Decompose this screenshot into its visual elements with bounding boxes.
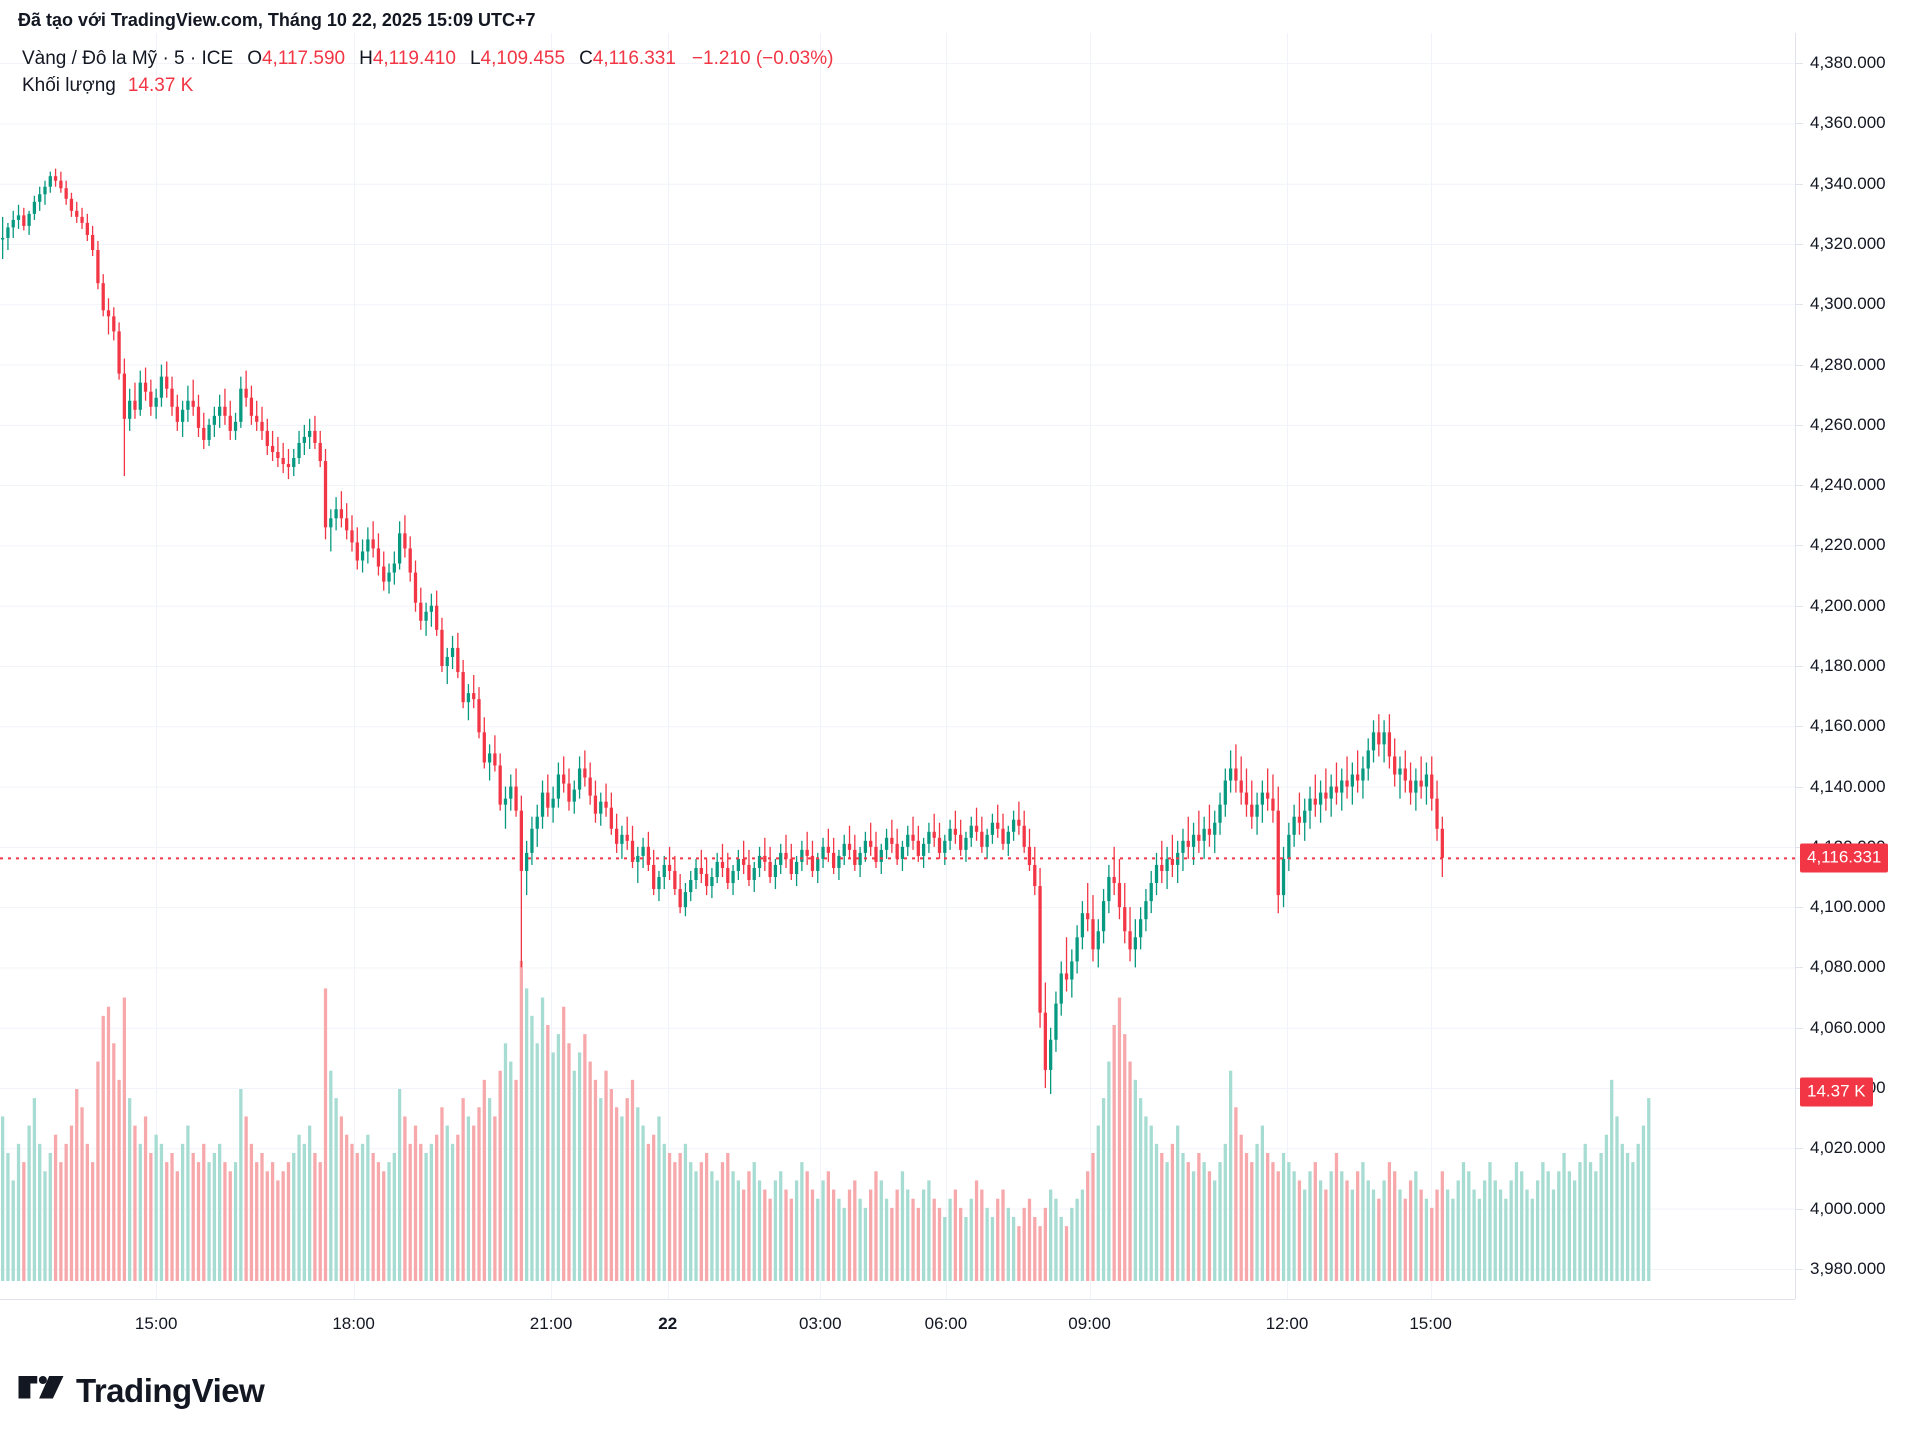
- time-axis-tick: 15:00: [1409, 1314, 1452, 1333]
- price-axis-tick-mark: [1796, 1088, 1803, 1089]
- price-axis-tick: 4,220.000: [1810, 535, 1886, 555]
- current-volume-badge[interactable]: 14.37 K: [1800, 1077, 1873, 1107]
- price-axis-tick: 4,100.000: [1810, 897, 1886, 917]
- time-axis-tick: 18:00: [332, 1314, 375, 1333]
- price-axis-tick: 4,240.000: [1810, 475, 1886, 495]
- high-value: 4,119.410: [372, 48, 456, 69]
- ohlc-high: H 4,119.410: [359, 48, 456, 70]
- price-axis-tick: 4,280.000: [1810, 354, 1886, 374]
- close-letter: C: [579, 48, 593, 69]
- price-axis-tick: 3,980.000: [1810, 1258, 1886, 1278]
- price-axis-tick: 4,060.000: [1810, 1017, 1886, 1037]
- chart-canvas[interactable]: [0, 33, 1795, 1299]
- volume-value: 14.37 K: [127, 75, 194, 96]
- price-axis-tick: 4,300.000: [1810, 294, 1886, 314]
- price-axis-tick: 4,020.000: [1810, 1138, 1886, 1158]
- price-axis-tick: 4,360.000: [1810, 113, 1886, 133]
- price-axis-tick: 4,160.000: [1810, 716, 1886, 736]
- ohlc-low: L 4,109.455: [470, 48, 565, 70]
- price-axis-tick-mark: [1796, 786, 1803, 788]
- change-value: −1.210 (−0.03%): [691, 48, 834, 69]
- price-axis-tick: 4,140.000: [1810, 776, 1886, 796]
- open-letter: O: [247, 48, 262, 69]
- time-axis-tick: 22: [658, 1314, 678, 1333]
- price-axis-tick: 4,000.000: [1810, 1198, 1886, 1218]
- time-axis[interactable]: 15:00 18:00 21:00 22 03:00 06:00 09:00 12:00 15:…: [0, 1299, 1795, 1344]
- high-letter: H: [359, 48, 373, 69]
- price-axis-tick-mark: [1796, 1268, 1803, 1270]
- time-axis-tick: 15:00: [134, 1314, 178, 1333]
- attribution-text: Đã tạo với TradingView.com, Tháng 10 22,…: [18, 10, 536, 30]
- price-axis-tick-mark: [1796, 666, 1803, 667]
- chart-plot-area[interactable]: [0, 33, 1795, 1299]
- low-letter: L: [469, 48, 481, 69]
- open-value: 4,117.590: [261, 48, 346, 69]
- time-axis-tick: 03:00: [799, 1314, 842, 1333]
- tradingview-logo-icon: [18, 1375, 64, 1398]
- price-axis-tick-mark: [1796, 907, 1803, 909]
- price-axis-tick-mark: [1796, 63, 1803, 65]
- price-axis-tick-mark: [1796, 183, 1803, 185]
- price-axis-tick: 4,180.000: [1810, 656, 1886, 675]
- volume-label[interactable]: Khối lượng: [22, 75, 116, 96]
- price-axis-tick-mark: [1796, 424, 1803, 426]
- price-axis-tick: 4,080.000: [1810, 957, 1886, 977]
- price-axis-tick-mark: [1796, 244, 1803, 245]
- price-axis-tick-mark: [1796, 846, 1803, 848]
- time-axis-tick: 06:00: [924, 1314, 968, 1333]
- price-axis-tick-mark: [1796, 545, 1803, 547]
- price-axis-tick: 4,200.000: [1810, 595, 1886, 615]
- price-axis-tick-mark: [1796, 1208, 1803, 1210]
- price-axis-tick-mark: [1796, 123, 1803, 125]
- time-axis-tick: 21:00: [529, 1314, 573, 1333]
- close-value: 4,116.331: [592, 48, 676, 69]
- current-price-badge[interactable]: 4,116.331: [1800, 843, 1889, 873]
- price-axis-tick-mark: [1796, 605, 1803, 607]
- price-axis-tick-mark: [1796, 485, 1803, 487]
- price-axis-tick-mark: [1796, 726, 1803, 728]
- chart-legend: Vàng / Đô la Mỹ · 5 · ICE O 4,117.590 H 4,…: [22, 48, 833, 102]
- low-value: 4,109.455: [480, 48, 566, 69]
- price-axis[interactable]: 4,380.000 4,360.000 4,340.000 4,320.000 4,30…: [1795, 33, 1920, 1299]
- price-axis-tick: 4,260.000: [1810, 414, 1886, 434]
- price-axis-tick-mark: [1796, 1148, 1803, 1150]
- symbol-title[interactable]: Vàng / Đô la Mỹ · 5 · ICE: [22, 48, 234, 69]
- price-axis-tick: 4,320.000: [1810, 234, 1886, 253]
- legend-volume-row: Khối lượng 14.37 K: [22, 75, 833, 102]
- tradingview-logo: TradingView: [18, 1372, 265, 1409]
- price-axis-tick-mark: [1796, 1027, 1803, 1029]
- ohlc-open: O 4,117.590: [247, 48, 345, 70]
- time-axis-tick: 12:00: [1265, 1314, 1309, 1333]
- price-axis-tick: 4,340.000: [1810, 173, 1886, 193]
- time-axis-tick: 09:00: [1068, 1314, 1111, 1333]
- ohlc-close: C 4,116.331: [579, 48, 676, 70]
- price-axis-tick-mark: [1796, 304, 1803, 306]
- tradingview-wordmark: TradingView: [76, 1372, 265, 1409]
- price-axis-tick-mark: [1796, 967, 1803, 969]
- legend-symbol-row: Vàng / Đô la Mỹ · 5 · ICE O 4,117.590 H 4,…: [22, 48, 833, 75]
- price-axis-tick-mark: [1796, 364, 1803, 366]
- price-axis-tick: 4,380.000: [1810, 53, 1886, 73]
